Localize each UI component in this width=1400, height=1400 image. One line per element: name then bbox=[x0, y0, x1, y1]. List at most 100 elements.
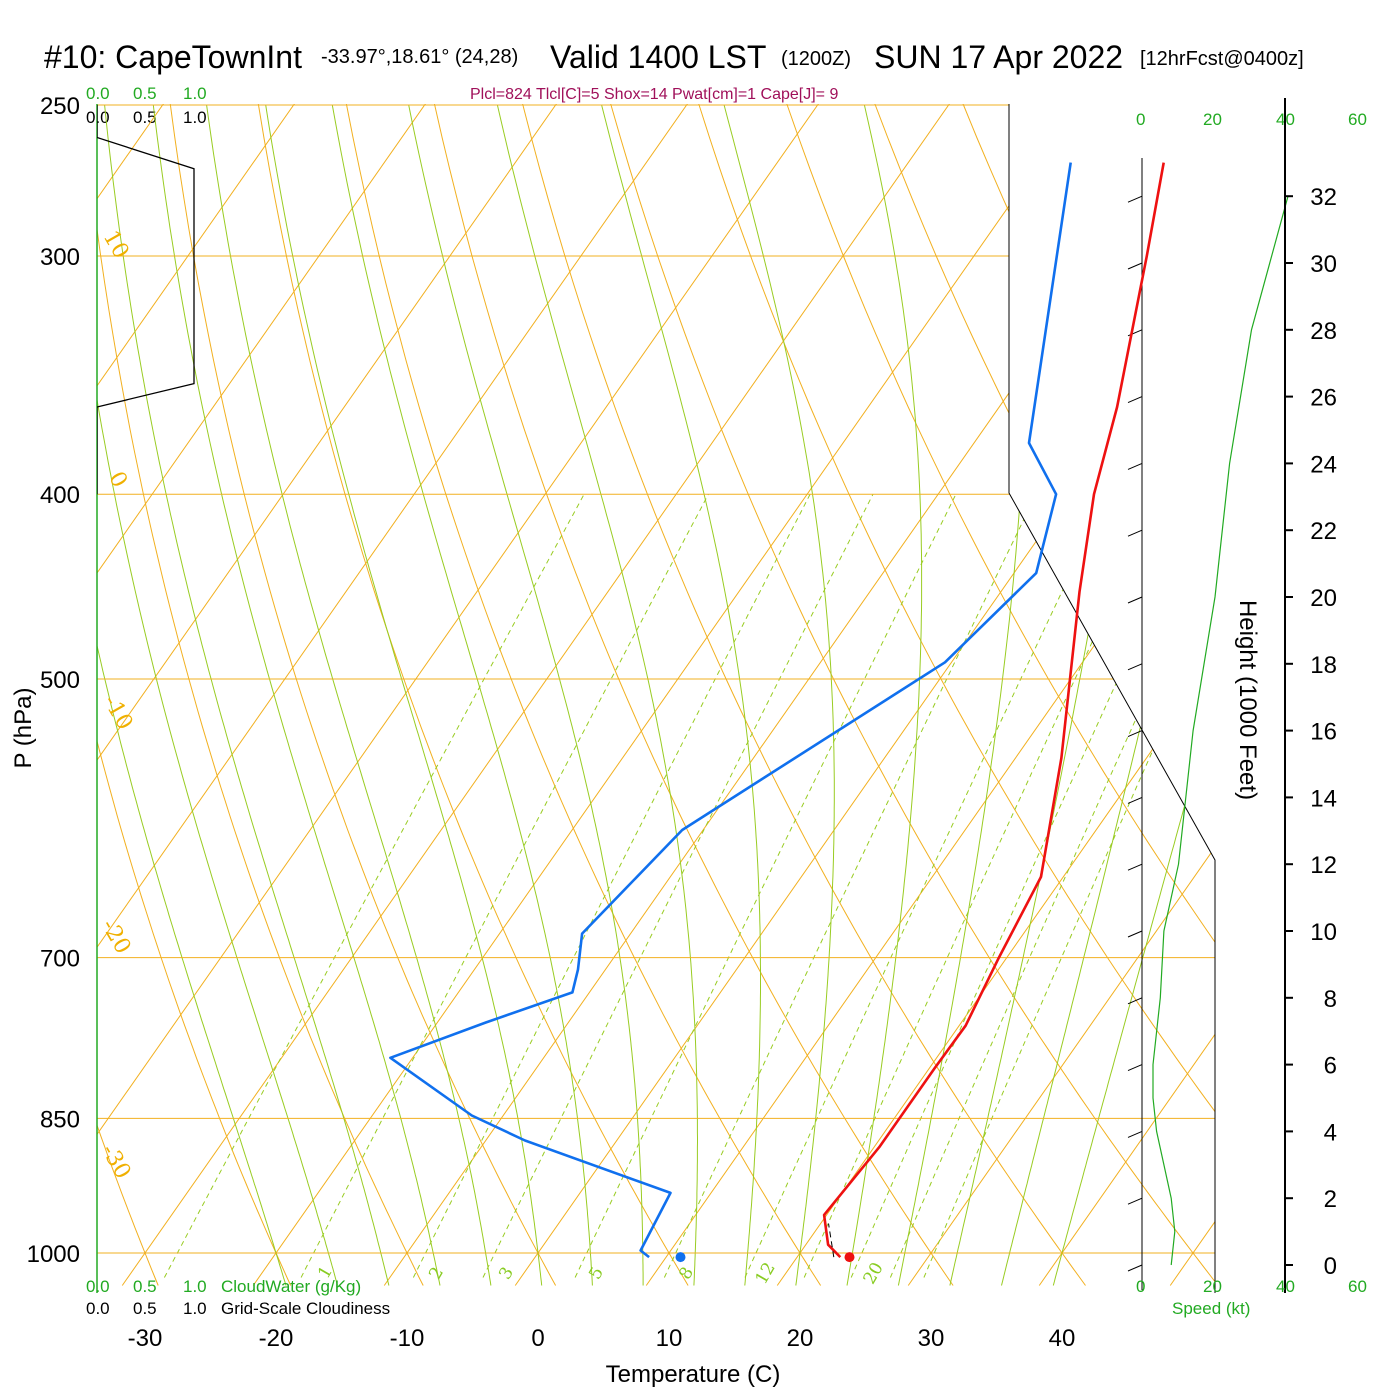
mixing-ratio-line bbox=[574, 493, 957, 1278]
zulu-time: (1200Z) bbox=[781, 48, 851, 70]
isotherm-line bbox=[97, 104, 187, 1286]
speed-label: Speed (kt) bbox=[1172, 1299, 1250, 1318]
surface-temperature-dot bbox=[844, 1252, 855, 1263]
height-tick-label: 26 bbox=[1310, 385, 1337, 412]
wind-barb bbox=[1127, 1130, 1143, 1138]
wind-barb bbox=[1127, 1197, 1143, 1205]
wind-barb bbox=[1127, 930, 1143, 938]
isotherm-label: -30 bbox=[96, 1140, 135, 1183]
moist-adiabat-line bbox=[206, 104, 492, 1286]
wind-speed-line bbox=[1152, 196, 1289, 1266]
moist-adiabat-line bbox=[1052, 104, 1215, 1286]
wind-barb bbox=[1127, 997, 1143, 1005]
height-tick-label: 30 bbox=[1310, 251, 1337, 278]
isotherm-label: -10 bbox=[98, 691, 137, 734]
moist-adiabat-line bbox=[265, 104, 543, 1286]
temperature-tick-label: -10 bbox=[390, 1325, 425, 1352]
bottom-speed-tick-3: 60 bbox=[1348, 1277, 1367, 1296]
height-tick-label: 28 bbox=[1310, 318, 1337, 345]
sounding-profiles bbox=[389, 162, 1165, 1263]
isotherm-line bbox=[645, 104, 1215, 1286]
temperature-tick-label: -20 bbox=[259, 1325, 294, 1352]
wind-profile bbox=[1127, 158, 1289, 1290]
mixing-ratio-lines bbox=[163, 493, 1215, 1278]
isotherm-label: 0 bbox=[103, 467, 132, 492]
dry-adiabat-line bbox=[0, 71, 26, 1285]
bottom-speed-tick-2: 40 bbox=[1276, 1277, 1295, 1296]
dry-adiabat-line bbox=[97, 104, 292, 1286]
cloudiness-label: Grid-Scale Cloudiness bbox=[221, 1299, 390, 1318]
isotherm-line bbox=[97, 104, 449, 1286]
moist-adiabat-line bbox=[97, 104, 338, 1286]
y-axis-label: P (hPa) bbox=[10, 688, 37, 769]
temperature-tick-label: 40 bbox=[1049, 1325, 1076, 1352]
wind-barb bbox=[1127, 1264, 1143, 1272]
height-tick-label: 24 bbox=[1310, 451, 1337, 478]
isotherm-line bbox=[776, 104, 1215, 1286]
isotherm-label: 10 bbox=[98, 226, 134, 263]
height-tick-label: 20 bbox=[1310, 585, 1337, 612]
top-cloudwater-tick-0: 0.0 bbox=[86, 84, 110, 103]
isobar-lines bbox=[97, 104, 1215, 1254]
wind-barb bbox=[1127, 1064, 1143, 1072]
dry-adiabat-line bbox=[339, 104, 822, 1286]
bottom-speed-tick-0: 0 bbox=[1136, 1277, 1145, 1296]
wind-barb bbox=[1127, 663, 1143, 671]
isotherm-line bbox=[907, 104, 1215, 1286]
mixing-ratio-line bbox=[923, 493, 1215, 1278]
moist-adiabat-line bbox=[723, 104, 835, 1286]
pressure-tick-label: 250 bbox=[40, 93, 80, 120]
mixing-ratio-label: 12 bbox=[752, 1259, 780, 1288]
moist-adiabat-line bbox=[331, 104, 593, 1286]
temperature-tick-label: 10 bbox=[656, 1325, 683, 1352]
moist-adiabat-line bbox=[601, 104, 761, 1286]
moist-adiabat-line bbox=[496, 104, 698, 1286]
top-cloudiness-tick-1: 0.5 bbox=[133, 108, 157, 127]
moist-adiabat-line bbox=[846, 104, 923, 1286]
wind-barb bbox=[1127, 863, 1143, 871]
moist-adiabat-line bbox=[897, 104, 1027, 1286]
isotherm-line bbox=[383, 104, 1215, 1286]
dry-adiabat-line bbox=[426, 104, 954, 1286]
wind-barb bbox=[1127, 730, 1143, 738]
dry-adiabat-line bbox=[601, 104, 1215, 1286]
cloudiness-line bbox=[97, 105, 195, 495]
top-speed-tick-0: 0 bbox=[1136, 110, 1145, 129]
valid-time: Valid 1400 LST bbox=[550, 39, 766, 75]
isotherm-line bbox=[1038, 104, 1215, 1286]
plot-frame bbox=[96, 104, 1216, 1293]
bottom-speed-tick-1: 20 bbox=[1203, 1277, 1222, 1296]
moist-adiabat-line bbox=[949, 104, 1153, 1286]
temperature-tick-label: 0 bbox=[531, 1325, 544, 1352]
isotherm-label: 30 bbox=[1175, 758, 1211, 795]
mixing-ratio-line bbox=[163, 493, 585, 1278]
bottom-cloudwater-tick-2: 1.0 bbox=[183, 1277, 207, 1296]
surface-dewpoint-dot bbox=[675, 1252, 686, 1263]
mixing-ratio-line bbox=[482, 493, 874, 1278]
valid-date: SUN 17 Apr 2022 bbox=[874, 39, 1123, 75]
pressure-tick-label: 400 bbox=[40, 482, 80, 509]
pressure-tick-label: 1000 bbox=[27, 1241, 80, 1268]
dewpoint-line bbox=[389, 162, 1072, 1259]
isotherm-line bbox=[97, 104, 711, 1286]
mixing-ratio-line bbox=[889, 493, 1215, 1278]
wind-barb bbox=[1127, 195, 1143, 203]
bottom-cloudiness-tick-2: 1.0 bbox=[183, 1299, 207, 1318]
x-axis-label: Temperature (C) bbox=[606, 1361, 781, 1388]
height-tick-label: 14 bbox=[1310, 785, 1337, 812]
isotherm-line bbox=[97, 104, 318, 1286]
height-tick-label: 6 bbox=[1324, 1053, 1337, 1080]
dry-adiabat-line bbox=[165, 104, 557, 1286]
mixing-ratio-line bbox=[663, 493, 1037, 1278]
wind-barb bbox=[1127, 462, 1143, 470]
dry-adiabat-line bbox=[514, 104, 1086, 1286]
moist-adiabat-line bbox=[1001, 104, 1215, 1286]
temperature-tick-label: 30 bbox=[918, 1325, 945, 1352]
top-cloudiness-tick-0: 0.0 bbox=[86, 108, 110, 127]
dry-adiabat-line bbox=[775, 104, 1215, 1286]
dry-adiabat-line bbox=[688, 104, 1215, 1286]
mixing-ratio-line bbox=[803, 493, 1162, 1278]
isotherm-lines bbox=[97, 104, 1215, 1286]
moist-adiabat-line bbox=[152, 104, 441, 1286]
